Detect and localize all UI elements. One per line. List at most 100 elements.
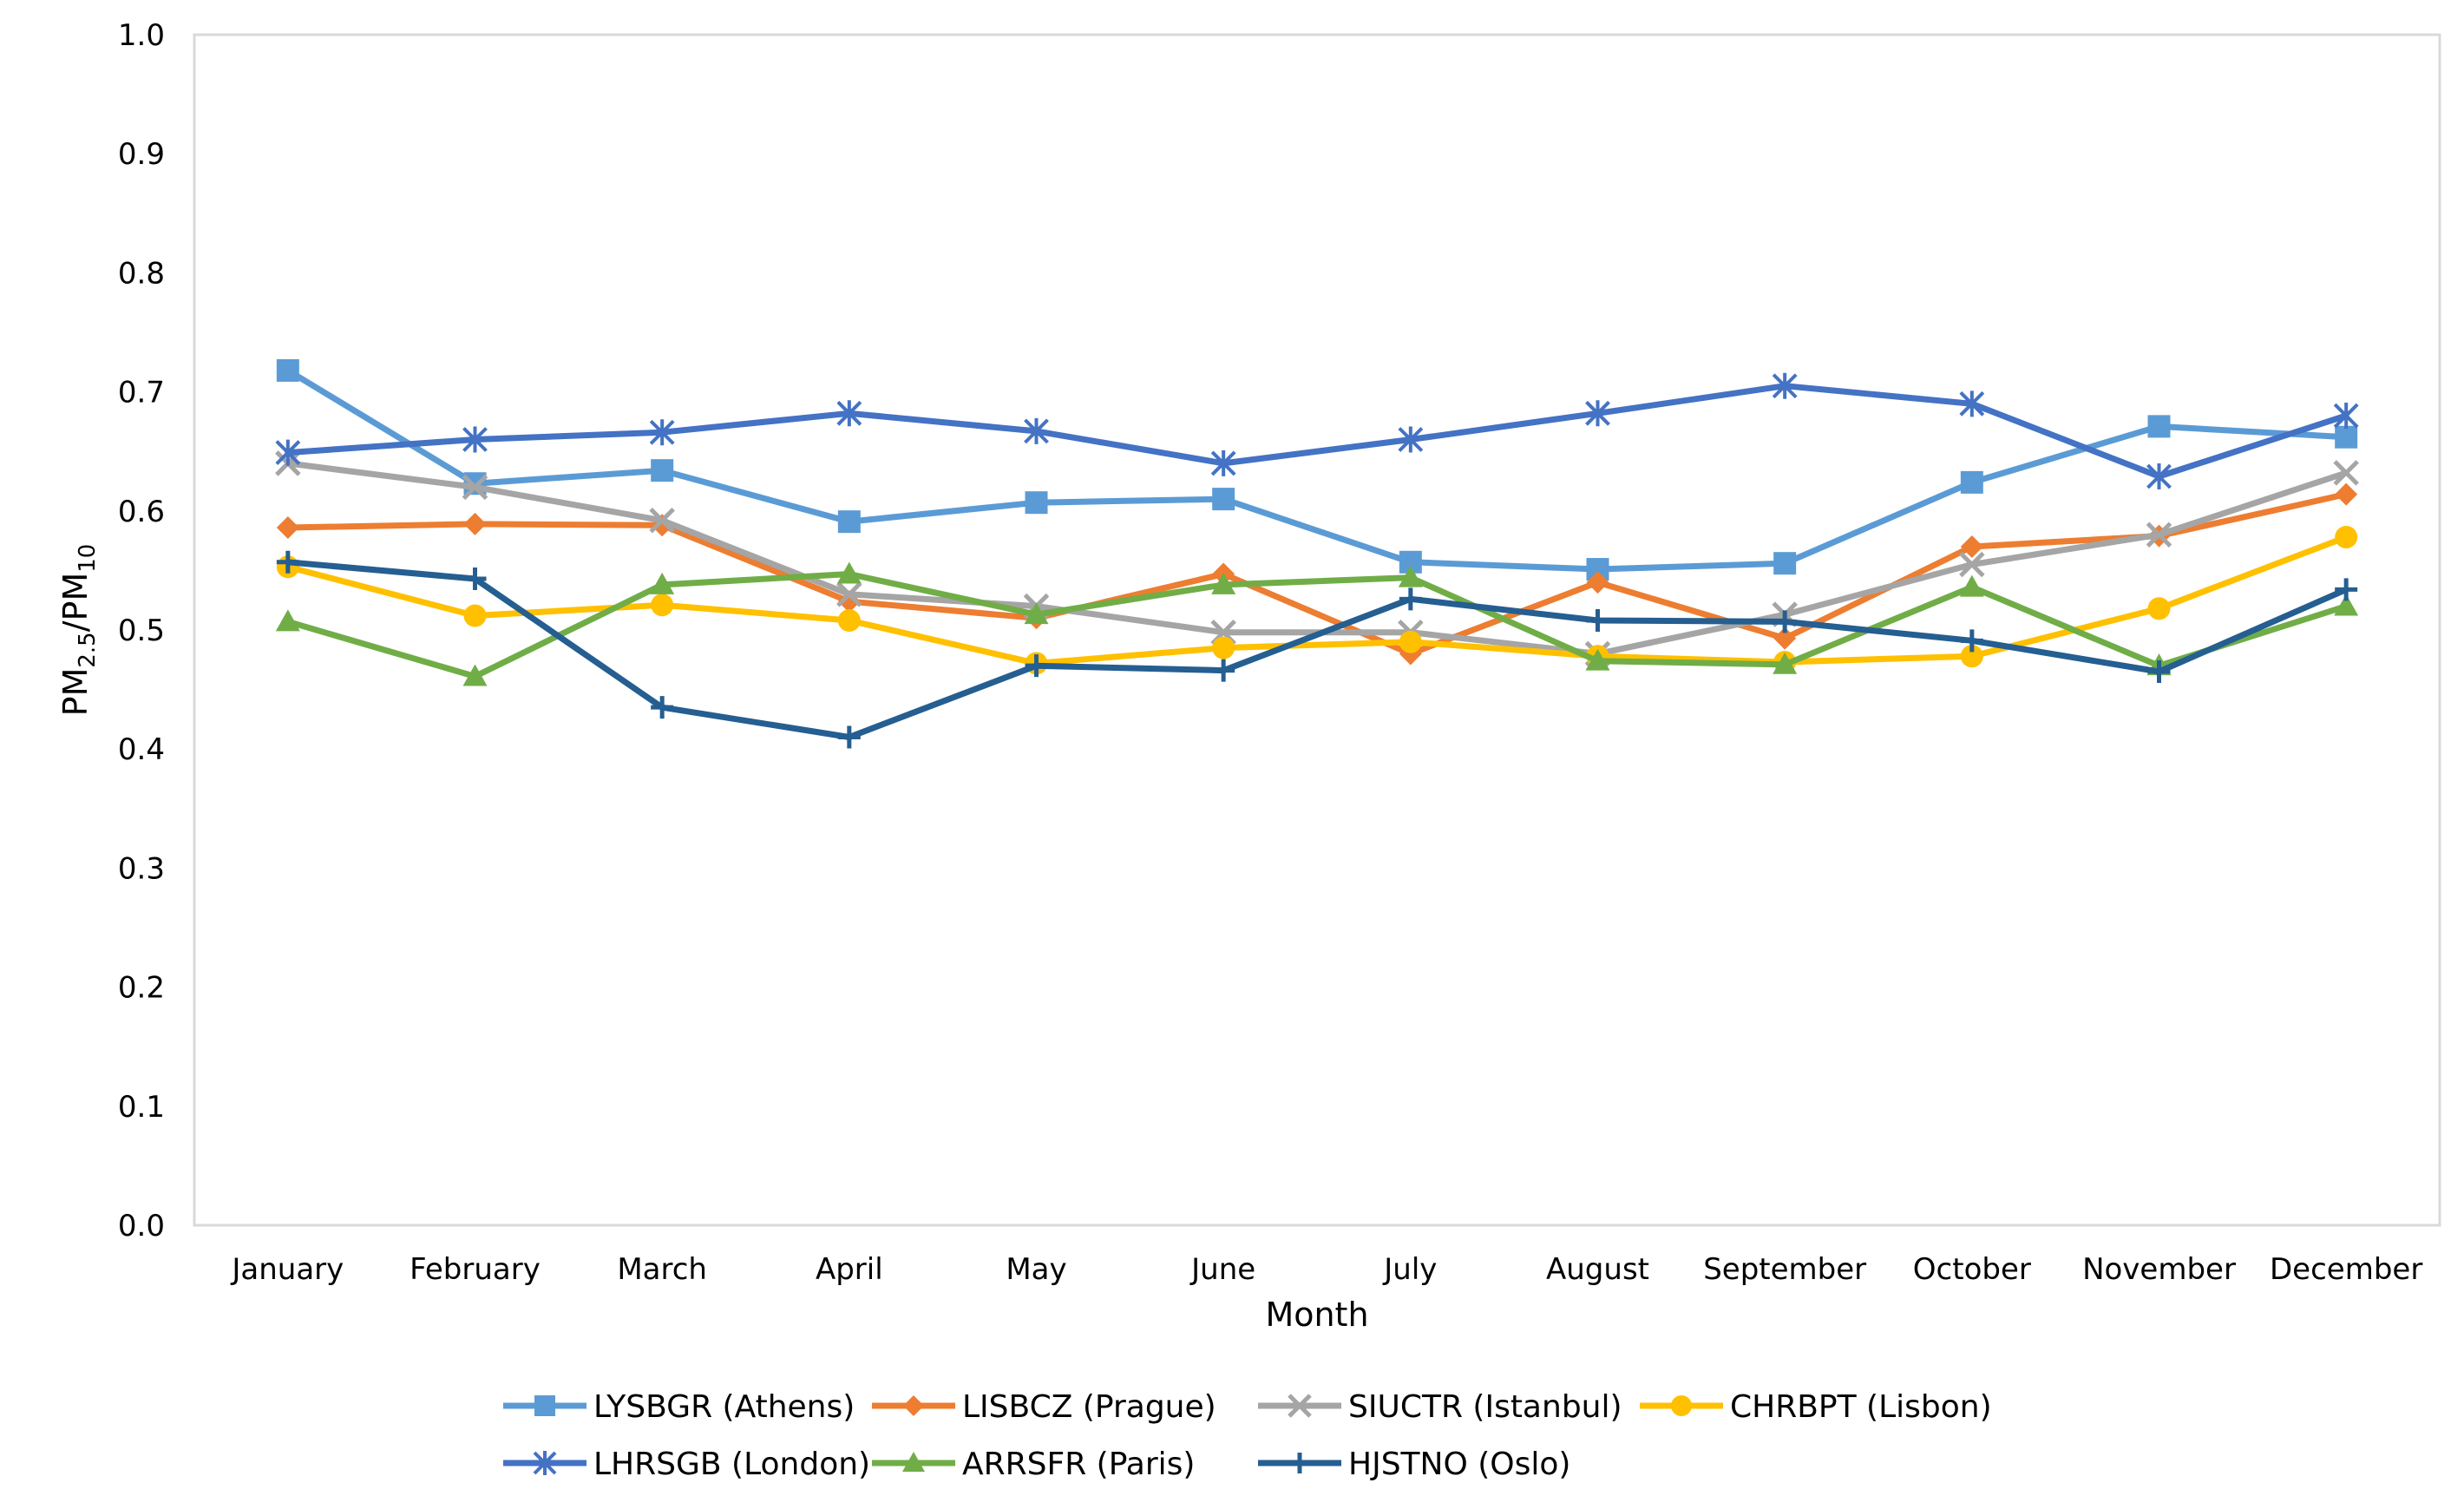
data-point [836,400,862,427]
data-point [1024,417,1049,444]
y-axis-title-pm-b: PM [56,573,95,621]
y-tick-label: 0.2 [118,971,165,1006]
data-point [1960,470,1983,494]
data-point [276,516,299,540]
data-point [1959,551,1985,578]
series-line [285,559,2349,740]
data-point [463,512,487,535]
series-line [285,383,2349,480]
x-tick-label: December [2270,1252,2422,1287]
x-tick-label: September [1703,1252,1866,1287]
x-tick-label: February [410,1252,541,1287]
data-point [2335,425,2358,449]
legend-label: LYSBGR (Athens) [593,1389,855,1425]
data-point [649,419,675,446]
series-line [285,367,2349,573]
data-point [2147,597,2171,620]
data-point [1959,574,1984,597]
data-point [651,594,674,617]
data-point [1025,654,1048,678]
y-axis-title-sub-a: 2.5 [75,632,101,667]
y-tick-label: 0.5 [118,613,165,648]
legend-item: HJSTNO (Oslo) [1258,1447,1570,1482]
x-tick-label: April [816,1252,883,1287]
data-point [1210,449,1236,476]
data-point [1399,630,1422,653]
x-axis-title: Month [1265,1296,1368,1334]
legend-item: LHRSGB (London) [503,1447,870,1482]
legend: LYSBGR (Athens) LISBCZ (Prague) SIUCTR (Is… [503,1389,1992,1482]
legend-label: ARRSFR (Paris) [962,1447,1195,1482]
data-point [2147,660,2171,684]
data-point [1586,571,1609,594]
data-point [1212,636,1235,659]
data-point [275,439,301,466]
data-point [651,459,674,482]
data-point [1586,609,1609,633]
data-point [1398,426,1424,453]
legend-swatch-marker [902,1452,925,1472]
y-axis-ticks: 0.0 0.1 0.2 0.3 0.4 0.5 0.6 0.7 0.8 0.9 1.0 [118,18,165,1243]
data-point [462,474,488,501]
data-point [462,426,488,453]
data-point [1772,372,1798,399]
y-axis-title-sep: / [56,620,95,632]
legend-item: SIUCTR (Istanbul) [1258,1389,1622,1425]
y-tick-label: 0.1 [118,1090,165,1125]
data-point [1585,648,1610,671]
legend-item: LISBCZ (Prague) [872,1389,1216,1425]
legend-item: LYSBGR (Athens) [503,1389,855,1425]
x-tick-label: October [1913,1252,2031,1287]
data-point [1211,572,1236,594]
data-point [1960,629,1983,653]
data-point [463,568,487,591]
y-tick-label: 1.0 [118,18,165,53]
data-point [2334,594,2359,616]
data-point [1773,552,1797,575]
x-tick-label: August [1546,1252,1649,1287]
y-tick-label: 0.6 [118,495,165,529]
data-point [463,604,487,627]
legend-label: LHRSGB (London) [593,1447,870,1482]
y-tick-label: 0.8 [118,256,165,291]
data-point [1398,565,1423,587]
series-6 [276,550,2358,749]
y-tick-label: 0.9 [118,137,165,172]
data-point [1212,488,1235,511]
data-point [1960,535,1983,558]
data-point [2146,463,2172,490]
y-tick-label: 0.7 [118,376,165,410]
legend-swatch-marker [903,1395,924,1416]
x-tick-label: June [1189,1252,1255,1287]
data-point [2146,522,2172,548]
data-point [837,725,861,749]
data-point [462,664,488,686]
x-tick-label: January [230,1252,344,1287]
x-tick-label: May [1006,1252,1066,1287]
data-point [1773,652,1798,674]
data-point [1399,587,1422,611]
data-point [651,696,674,719]
data-point [1959,390,1985,417]
legend-swatch-marker [533,1451,557,1475]
data-point [2333,403,2359,430]
legend-swatch-marker [1288,1394,1312,1418]
legend-item: ARRSFR (Paris) [872,1447,1195,1482]
data-point [1212,659,1235,682]
series-5 [275,561,2359,686]
x-tick-label: November [2082,1252,2236,1287]
data-point [1025,491,1048,515]
series-line [285,491,2349,657]
legend-label: CHRBPT (Lisbon) [1730,1389,1992,1425]
data-point [837,510,861,534]
data-point [2335,578,2358,601]
x-tick-label: March [617,1252,707,1287]
data-point [2335,482,2358,506]
data-point [2335,525,2358,548]
legend-item: CHRBPT (Lisbon) [1640,1389,1992,1425]
data-point [2147,415,2171,438]
data-point [1024,602,1049,625]
data-point [1585,400,1610,427]
data-point [276,550,299,574]
